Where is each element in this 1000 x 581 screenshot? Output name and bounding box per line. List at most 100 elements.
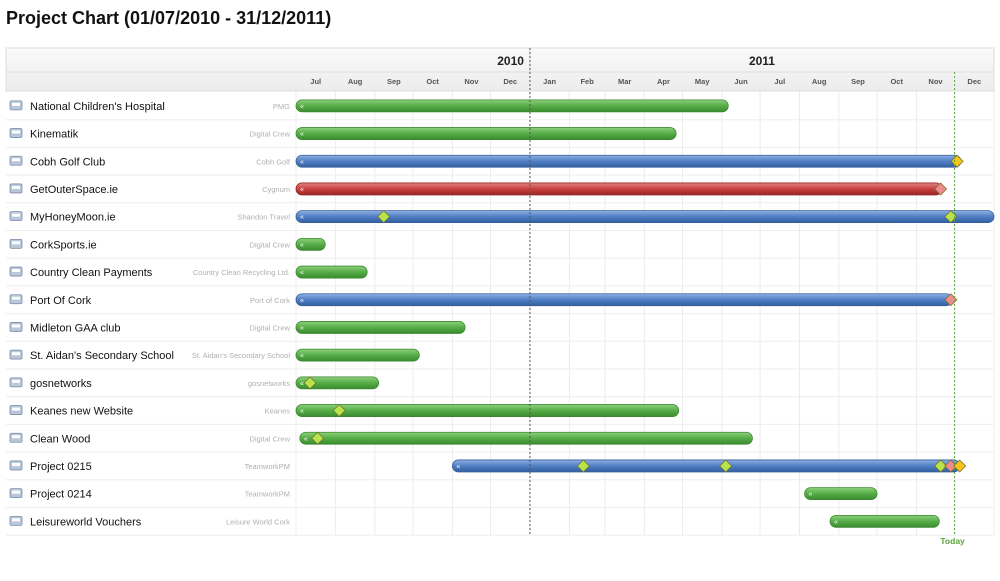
milestone-marker[interactable] [944,210,958,224]
project-icon[interactable] [9,432,23,443]
client-name: Keanes [265,407,291,416]
project-bar[interactable]: « [295,99,729,113]
bar-start-arrow: « [300,380,304,387]
bar-start-arrow: « [834,519,838,526]
project-icon[interactable] [9,515,23,526]
today-label: Today [940,536,965,546]
bar-start-arrow: « [300,214,304,221]
project-name[interactable]: Project 0214 [30,489,92,501]
project-name[interactable]: National Children's Hospital [30,101,165,113]
client-name: Digital Crew [250,323,291,332]
project-icon[interactable] [9,100,23,111]
month-tick-label: Feb [580,77,594,86]
month-tick-label: Aug [348,77,363,86]
client-name: TeamworkPM [245,490,290,499]
milestone-marker[interactable] [934,459,948,473]
project-icon[interactable] [9,322,23,332]
client-name: Leisure World Cork [226,517,290,526]
project-bar[interactable]: « [295,237,326,251]
project-bar[interactable]: « [829,514,940,528]
project-bar[interactable]: « [295,154,962,168]
project-icon[interactable] [9,405,23,415]
month-tick-label: Jul [774,77,785,86]
project-icon[interactable] [9,183,23,194]
project-name[interactable]: St. Aidan's Secondary School [30,350,174,362]
bar-start-arrow: « [300,353,304,360]
bar-start-arrow: « [300,297,304,304]
project-name[interactable]: Cobh Golf Club [30,156,105,168]
project-icon[interactable] [9,294,23,305]
project-bar[interactable]: « [295,348,420,362]
project-name[interactable]: Kinematik [30,129,79,141]
client-name: gosnetworks [248,379,290,388]
milestone-marker[interactable] [332,404,346,418]
project-bar[interactable]: « [295,321,466,334]
project-bar[interactable]: « [804,487,878,501]
client-name: Digital Crew [250,240,291,249]
month-tick-label: Nov [928,77,943,86]
project-bar[interactable]: « [451,459,961,473]
milestone-marker[interactable] [944,459,958,473]
bar-start-arrow: « [304,436,308,443]
milestone-marker[interactable] [303,376,317,390]
project-name[interactable]: Leisureworld Vouchers [30,516,142,528]
month-tick-label: Oct [890,77,903,86]
project-bar[interactable]: « [295,210,995,224]
client-name: Digital Crew [250,130,291,139]
project-bar[interactable]: « [295,265,368,279]
project-icon[interactable] [9,460,23,471]
month-tick-label: Sep [387,77,401,86]
project-icon[interactable] [9,377,23,388]
project-bar[interactable]: « [295,182,943,196]
milestone-marker[interactable] [377,210,391,224]
month-tick-label: Dec [967,77,981,86]
milestone-marker[interactable] [953,459,967,473]
project-bar[interactable]: « [295,404,680,417]
project-name[interactable]: Country Clean Payments [30,267,153,279]
project-icon[interactable] [9,211,23,222]
project-name[interactable]: CorkSports.ie [30,239,97,251]
project-name[interactable]: Midleton GAA club [30,322,121,334]
client-name: TeamworkPM [245,462,290,471]
month-tick-label: Sep [851,77,865,86]
month-tick-label: Nov [464,77,479,86]
bar-start-arrow: « [300,186,304,193]
project-bar[interactable]: « [295,376,380,390]
bar-start-arrow: « [300,408,304,415]
project-icon[interactable] [9,128,23,138]
milestone-marker[interactable] [311,431,325,445]
bar-start-arrow: « [300,270,304,277]
project-icon[interactable] [9,349,23,360]
project-name[interactable]: MyHoneyMoon.ie [30,212,116,224]
project-icon[interactable] [9,155,23,166]
month-tick-label: Jul [310,77,321,86]
project-name[interactable]: Port Of Cork [30,295,92,307]
project-name[interactable]: Keanes new Website [30,406,133,418]
client-name: Cobh Golf [256,157,291,166]
project-icon[interactable] [9,266,23,277]
project-name[interactable]: GetOuterSpace.ie [30,184,118,196]
project-name[interactable]: gosnetworks [30,378,92,390]
project-name[interactable]: Project 0215 [30,461,92,473]
timeline-header [5,47,995,92]
month-tick-label: Jun [734,77,748,86]
bar-start-arrow: « [456,463,460,470]
milestone-marker[interactable] [934,182,948,196]
project-icon[interactable] [9,488,23,499]
client-name: Cygnum [262,185,290,194]
client-name: St. Aidan's Secondary School [192,351,290,360]
bar-start-arrow: « [300,242,304,249]
project-bar[interactable]: « [295,127,677,140]
month-tick-label: Aug [812,77,827,86]
client-name: Shandon Travel [237,213,290,222]
month-tick-label: Apr [657,77,670,86]
project-bar[interactable]: « [299,431,753,445]
bar-start-arrow: « [809,491,813,498]
milestone-marker[interactable] [719,459,733,473]
milestone-marker[interactable] [576,459,590,473]
project-name[interactable]: Clean Wood [30,433,90,445]
project-bar[interactable]: « [295,293,953,307]
month-tick-label: Mar [618,77,631,86]
project-icon[interactable] [9,238,23,249]
